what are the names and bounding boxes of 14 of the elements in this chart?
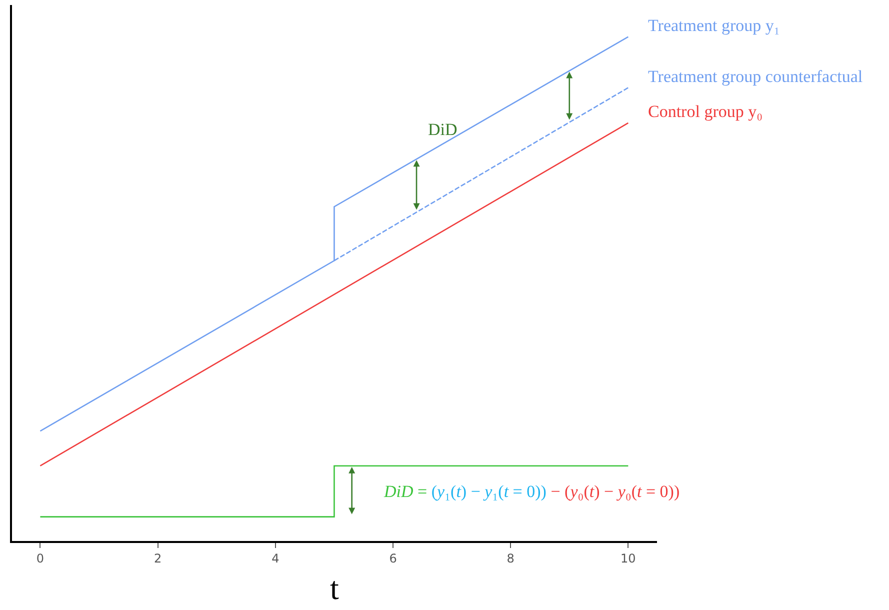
x-tick-label: 10 xyxy=(620,551,636,566)
x-tick-label: 8 xyxy=(506,551,514,566)
x-tick-label: 4 xyxy=(272,551,280,566)
series-label: Treatment group counterfactual xyxy=(648,67,863,86)
x-axis-title: t xyxy=(330,570,340,606)
x-tick-label: 0 xyxy=(36,551,44,566)
series-label: Control group y₀ xyxy=(648,102,763,121)
series-label: Treatment group y₁ xyxy=(648,16,780,35)
x-tick-label: 2 xyxy=(154,551,162,566)
annotation: DiD xyxy=(428,120,458,139)
x-tick-label: 6 xyxy=(389,551,397,566)
annotation: DiD = xyxy=(383,482,432,501)
text: − (y₀(t) − y₀(t = 0)) xyxy=(550,482,680,501)
text: (y₁(t) − y₁(t = 0)) xyxy=(431,482,546,501)
